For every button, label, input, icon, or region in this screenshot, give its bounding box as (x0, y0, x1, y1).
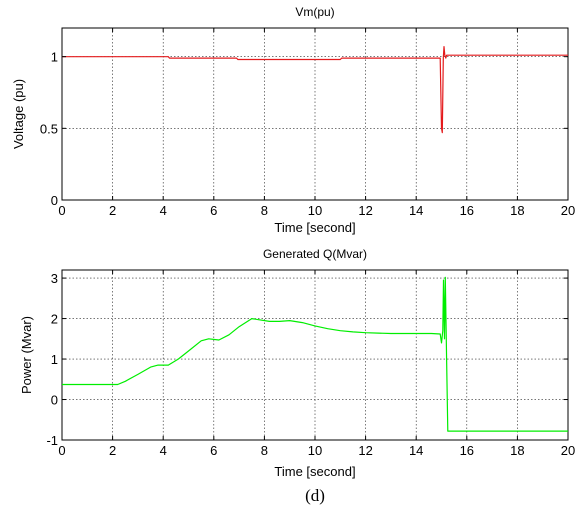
x-tick-label: 0 (58, 203, 65, 218)
x-tick-label: 18 (510, 203, 524, 218)
x-tick-label: 6 (210, 443, 217, 458)
series-line (62, 45, 568, 134)
x-tick-label: 6 (210, 203, 217, 218)
series-line (62, 276, 568, 432)
x-tick-label: 10 (308, 443, 322, 458)
x-tick-label: 14 (409, 203, 423, 218)
y-tick-label: 0 (51, 393, 58, 408)
y-axis-label: Power (Mvar) (19, 316, 34, 394)
series-layer (62, 45, 568, 134)
y-tick-label: 2 (51, 312, 58, 327)
tick-layer: 0 2 4 6 8 10 12 14 16 18 20 0 0.5 1 (40, 28, 575, 218)
figure-caption: (d) (305, 486, 325, 505)
y-tick-label: 1 (51, 352, 58, 367)
y-tick-label: 0 (51, 193, 58, 208)
y-tick-label: -1 (46, 433, 58, 448)
x-tick-label: 4 (160, 443, 167, 458)
grid (62, 270, 568, 440)
y-tick-label: 0.5 (40, 121, 58, 136)
x-tick-label: 16 (460, 203, 474, 218)
x-tick-label: 12 (358, 443, 372, 458)
x-tick-label: 18 (510, 443, 524, 458)
x-tick-label: 16 (460, 443, 474, 458)
x-tick-label: 2 (109, 443, 116, 458)
y-tick-label: 3 (51, 271, 58, 286)
series-layer (62, 276, 568, 432)
x-axis-label: Time [second] (274, 220, 355, 235)
x-tick-label: 8 (261, 443, 268, 458)
x-tick-label: 2 (109, 203, 116, 218)
x-axis-label: Time [second] (274, 464, 355, 479)
voltage-chart: Vm(pu) 0 2 4 6 8 10 12 14 16 18 20 0 0.5 1 Time [seco… (11, 5, 575, 235)
x-tick-label: 8 (261, 203, 268, 218)
reactive-power-chart: Generated Q(Mvar) 0 2 4 6 8 10 12 14 16 18 20-1012… (19, 247, 575, 479)
x-tick-label: 14 (409, 443, 423, 458)
x-tick-label: 10 (308, 203, 322, 218)
x-tick-label: 4 (160, 203, 167, 218)
x-tick-label: 20 (561, 203, 575, 218)
x-tick-label: 20 (561, 443, 575, 458)
chart-title: Vm(pu) (295, 5, 334, 19)
x-tick-label: 0 (58, 443, 65, 458)
y-tick-label: 1 (51, 50, 58, 65)
y-axis-label: Voltage (pu) (11, 79, 26, 149)
x-tick-label: 12 (358, 203, 372, 218)
chart-title: Generated Q(Mvar) (263, 247, 367, 261)
